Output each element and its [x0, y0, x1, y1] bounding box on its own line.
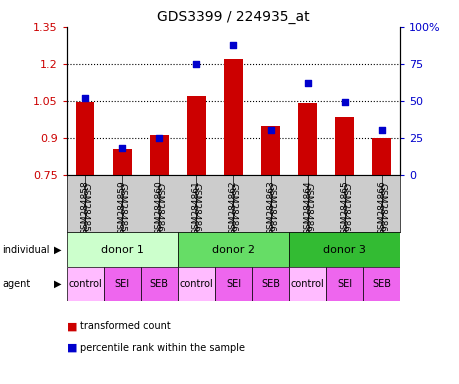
Point — [155, 135, 162, 141]
Bar — [67, 232, 178, 267]
Text: SEB: SEB — [371, 279, 390, 289]
Bar — [104, 267, 140, 301]
Bar — [67, 267, 104, 301]
Text: GSM284859: GSM284859 — [118, 184, 127, 238]
Text: control: control — [290, 279, 324, 289]
Text: GSM284863: GSM284863 — [265, 184, 274, 238]
Bar — [325, 267, 362, 301]
Text: donor 3: donor 3 — [323, 245, 365, 255]
Text: donor 2: donor 2 — [212, 245, 254, 255]
Bar — [261, 126, 279, 175]
Bar — [178, 267, 214, 301]
Text: GSM284860: GSM284860 — [155, 184, 163, 238]
Text: percentile rank within the sample: percentile rank within the sample — [80, 343, 245, 353]
Text: GSM284865: GSM284865 — [339, 184, 348, 238]
Text: GSM284864: GSM284864 — [302, 184, 311, 238]
Bar — [288, 267, 325, 301]
Point — [266, 127, 274, 134]
Bar — [252, 267, 288, 301]
Text: donor 1: donor 1 — [101, 245, 143, 255]
Bar — [288, 232, 399, 267]
Text: SEB: SEB — [260, 279, 280, 289]
Text: GSM284859: GSM284859 — [118, 180, 127, 235]
Text: GSM284866: GSM284866 — [376, 180, 386, 235]
Point — [340, 99, 347, 105]
Bar — [372, 138, 390, 175]
Text: GSM284866: GSM284866 — [376, 184, 386, 238]
Text: GSM284861: GSM284861 — [191, 180, 201, 235]
Point — [230, 41, 237, 48]
Bar — [297, 103, 316, 175]
Bar — [187, 96, 205, 175]
Text: SEI: SEI — [225, 279, 241, 289]
Bar — [140, 267, 178, 301]
Text: GSM284864: GSM284864 — [302, 180, 311, 235]
Text: GSM284858: GSM284858 — [80, 180, 90, 235]
Text: agent: agent — [2, 279, 30, 289]
Text: control: control — [68, 279, 102, 289]
Point — [377, 127, 385, 134]
Text: SEB: SEB — [150, 279, 168, 289]
Bar — [150, 135, 168, 175]
Text: GSM284862: GSM284862 — [229, 184, 237, 238]
Text: GSM284865: GSM284865 — [339, 180, 348, 235]
Text: ■: ■ — [67, 321, 77, 331]
Bar — [214, 267, 252, 301]
Bar — [76, 102, 94, 175]
Bar — [178, 232, 288, 267]
Text: GSM284862: GSM284862 — [229, 180, 237, 235]
Point — [118, 145, 126, 151]
Bar — [362, 267, 399, 301]
Bar — [335, 117, 353, 175]
Text: GSM284863: GSM284863 — [265, 180, 274, 235]
Text: ▶: ▶ — [54, 279, 62, 289]
Text: SEI: SEI — [336, 279, 352, 289]
Point — [192, 61, 200, 67]
Text: ▶: ▶ — [54, 245, 62, 255]
Point — [303, 80, 311, 86]
Bar — [113, 149, 131, 175]
Text: GSM284858: GSM284858 — [80, 184, 90, 238]
Bar — [224, 60, 242, 175]
Text: GSM284861: GSM284861 — [191, 184, 201, 238]
Point — [81, 95, 89, 101]
Text: ■: ■ — [67, 343, 77, 353]
Text: transformed count: transformed count — [80, 321, 171, 331]
Text: GSM284860: GSM284860 — [155, 180, 163, 235]
Text: individual: individual — [2, 245, 50, 255]
Text: control: control — [179, 279, 213, 289]
Text: SEI: SEI — [114, 279, 129, 289]
Title: GDS3399 / 224935_at: GDS3399 / 224935_at — [157, 10, 309, 25]
